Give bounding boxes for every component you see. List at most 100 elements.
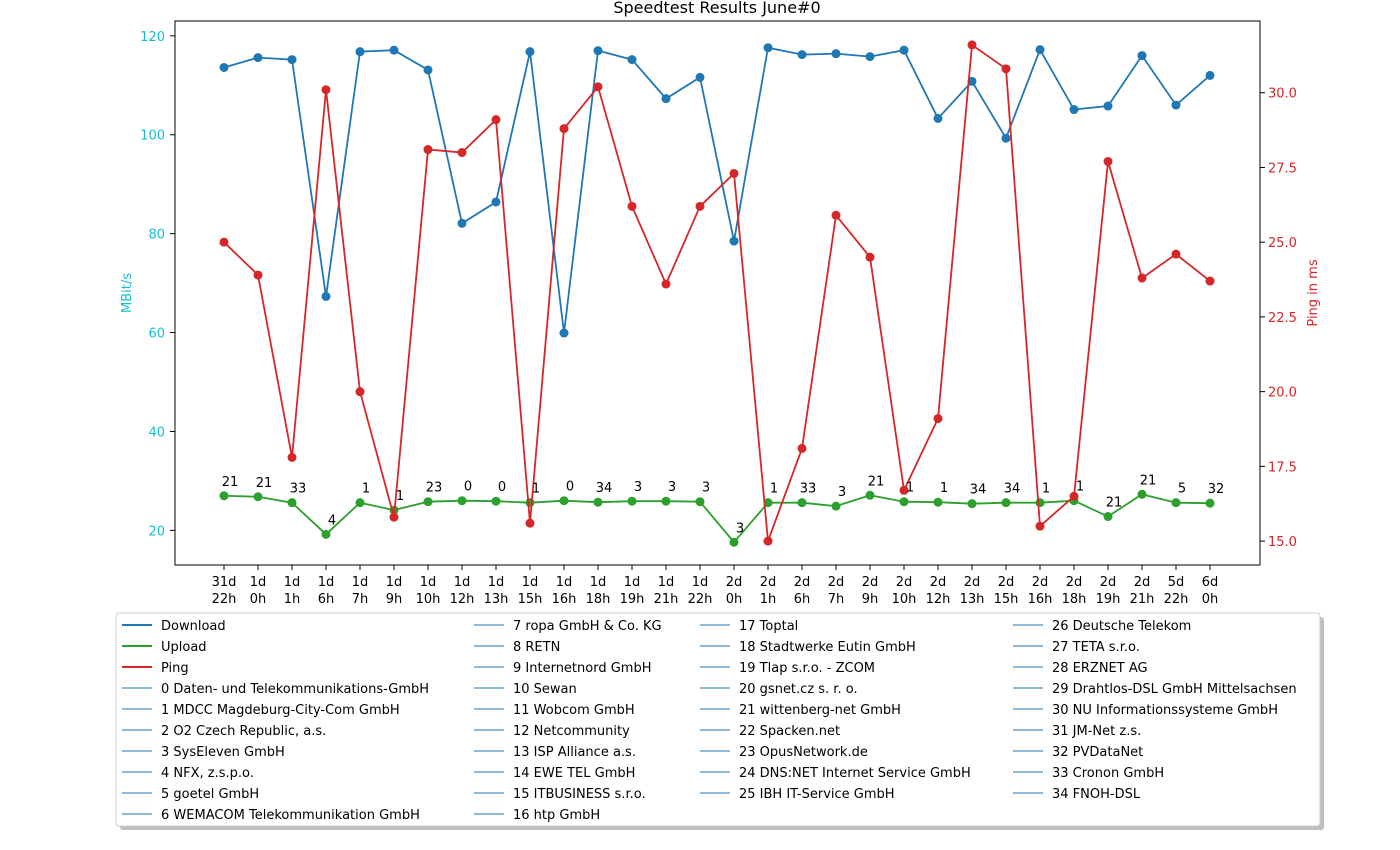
download-point [865,52,875,62]
axes: 2040608010012015.017.520.022.525.027.530… [120,20,1321,607]
download-point [661,94,671,104]
x-tick-label-hour: 6h [794,592,811,607]
ping-point [355,387,365,397]
download-point [1137,51,1147,61]
upload-server-annotation: 1 [1042,482,1050,497]
x-tick-label-day: 2d [760,575,777,590]
ping-point [1035,521,1045,531]
legend-entry-label: 34 FNOH-DSL [1052,787,1141,802]
legend-entry-label: 11 Wobcom GmbH [513,703,635,718]
ping-line [223,43,1211,542]
ping-point [1001,64,1011,74]
chart-title: Speedtest Results June#0 [613,0,820,17]
ping-point [933,414,943,424]
download-point [1069,105,1079,115]
legend-entry-label: 29 Drahtlos-DSL GmbH Mittelsachsen [1052,682,1297,697]
upload-server-annotation: 3 [702,481,710,496]
x-tick-label-hour: 19h [620,592,645,607]
upload-point [423,497,433,507]
ping-point [593,82,603,92]
ping-point [1171,249,1181,259]
left-y-tick-label: 20 [148,524,165,539]
legend-entry-label: 19 Tlap s.r.o. - ZCOM [739,661,875,676]
upload-point [355,498,365,508]
upload-server-annotation: 34 [596,481,613,496]
download-point [899,45,909,55]
x-tick-label-day: 1d [556,575,573,590]
x-tick-label-day: 1d [318,575,335,590]
upload-server-annotation: 21 [1140,473,1157,488]
legend-entry-label: 21 wittenberg-net GmbH [739,703,901,718]
ping-point [1137,273,1147,283]
right-y-tick-label: 27.5 [1268,161,1297,176]
x-tick-label-hour: 22h [212,592,237,607]
upload-line [223,493,1211,544]
upload-server-annotation: 0 [498,480,506,495]
legend-entry-label: 9 Internetnord GmbH [513,661,651,676]
legend-entry-label: 22 Spacken.net [739,724,840,739]
legend-entry-label: 28 ERZNET AG [1052,661,1148,676]
left-y-axis-label: MBit/s [120,273,135,313]
ping-point [491,115,501,125]
right-y-tick-label: 15.0 [1268,535,1297,550]
x-tick-label-day: 2d [1066,575,1083,590]
ping-point [627,201,637,211]
x-tick-label-day: 2d [828,575,845,590]
upload-point [933,497,943,507]
upload-point [525,498,535,508]
upload-point [1001,498,1011,508]
right-y-tick-label: 30.0 [1268,87,1297,102]
download-point [1103,101,1113,111]
right-y-tick-label: 25.0 [1268,236,1297,251]
legend-entry-label: 30 NU Informationssysteme GmbH [1052,703,1278,718]
x-tick-label-hour: 15h [518,592,543,607]
legend-entry-label: 3 SysEleven GmbH [161,745,285,760]
ping-point [695,201,705,211]
legend-entry-label: 15 ITBUSINESS s.r.o. [513,787,646,802]
legend-entry-label: 17 Toptal [739,619,798,634]
x-tick-label-day: 2d [726,575,743,590]
upload-server-annotation: 0 [566,480,574,495]
legend-entry-label: 1 MDCC Magdeburg-City-Com GmbH [161,703,400,718]
legend-entry-label: 18 Stadtwerke Eutin GmbH [739,640,916,655]
left-y-tick-label: 60 [148,327,165,342]
x-tick-label-day: 5d [1168,575,1185,590]
download-point [831,49,841,59]
upload-point [593,497,603,507]
x-tick-label-hour: 13h [960,592,985,607]
right-y-tick-label: 20.0 [1268,386,1297,401]
download-point [1205,70,1215,80]
plot-frame [174,20,1261,566]
x-tick-label-hour: 16h [552,592,577,607]
download-point [457,218,467,228]
upload-server-annotation: 3 [736,521,744,536]
upload-server-annotation: 23 [426,481,443,496]
ping-point [253,270,263,280]
left-y-tick-label: 120 [140,30,165,45]
legend-entry-label: 25 IBH IT-Service GmbH [739,787,895,802]
legend-entry-label: 26 Deutsche Telekom [1052,619,1191,634]
download-point [729,236,739,246]
x-tick-label-hour: 1h [760,592,777,607]
right-y-tick-label: 17.5 [1268,460,1297,475]
upload-point [899,497,909,507]
ping-point [423,145,433,155]
upload-point [253,492,263,502]
legend-entry-label: 4 NFX, z.s.p.o. [161,766,254,781]
x-tick-label-hour: 15h [994,592,1019,607]
ping-point [389,512,399,522]
right-y-tick-label: 22.5 [1268,311,1297,326]
ping-point [967,40,977,50]
x-tick-label-hour: 0h [1202,592,1219,607]
legend-entry-label: 8 RETN [513,640,560,655]
x-tick-label-day: 2d [964,575,981,590]
upload-point [729,537,739,547]
x-tick-label-day: 2d [1100,575,1117,590]
upload-point [763,498,773,508]
x-tick-label-day: 1d [250,575,267,590]
upload-point [559,496,569,506]
download-point [491,197,501,207]
x-tick-label-hour: 13h [484,592,509,607]
upload-server-annotation: 3 [634,480,642,495]
